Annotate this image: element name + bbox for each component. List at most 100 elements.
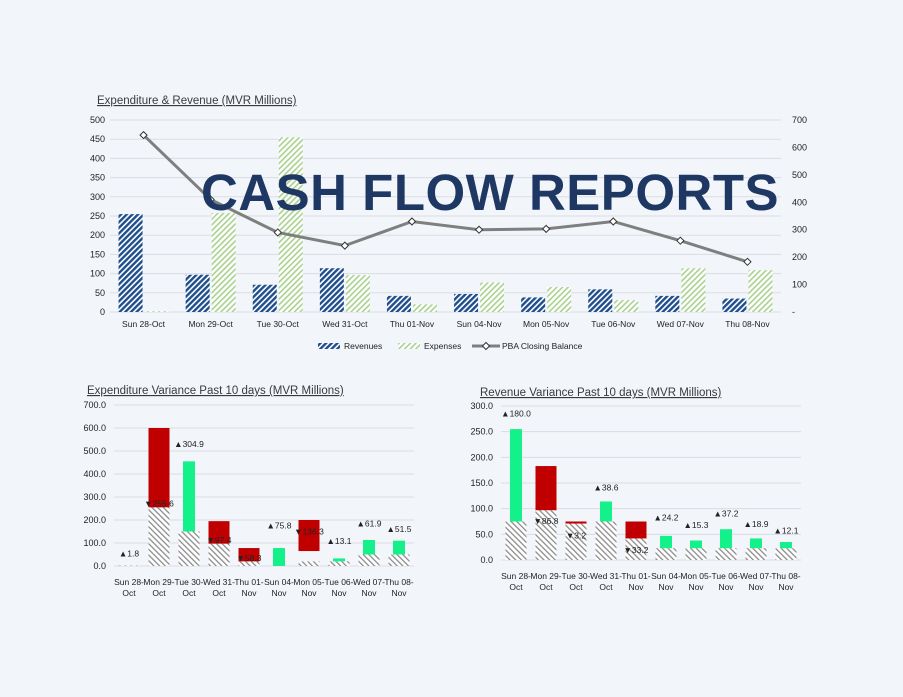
x-tick-label: Nov	[658, 582, 674, 592]
y-tick-right: 600	[792, 142, 807, 152]
y-tick-right: 100	[792, 280, 807, 290]
bar-expenses	[211, 212, 236, 312]
y-tick-left: 300	[90, 192, 105, 202]
x-tick-label: Wed 07-	[740, 571, 772, 581]
bar-base	[745, 548, 767, 560]
y-tick-left: 450	[90, 134, 105, 144]
x-tick-label: Thu 01-	[621, 571, 650, 581]
legend-label: PBA Closing Balance	[502, 341, 583, 351]
y-tick-right: 700	[792, 115, 807, 125]
bar-base	[685, 548, 707, 560]
x-tick-label: Tue 06-Nov	[591, 319, 636, 329]
y-tick-left: 0	[100, 307, 105, 317]
bar-base	[208, 543, 230, 566]
y-tick: 300.0	[83, 492, 106, 502]
x-tick-label: Mon 05-Nov	[523, 319, 570, 329]
balance-marker	[273, 228, 282, 237]
bar-base	[715, 548, 737, 560]
bar-revenues	[454, 293, 479, 312]
data-label: ▼136.3	[294, 526, 324, 536]
bar-change	[238, 548, 260, 562]
x-tick-label: Mon 29-Oct	[188, 319, 233, 329]
balance-marker	[676, 236, 685, 245]
bar-base	[565, 523, 587, 560]
y-tick: 600.0	[83, 423, 106, 433]
x-tick-label: Thu 01-Nov	[390, 319, 435, 329]
bar-base	[178, 531, 200, 566]
x-tick-label: Tue 06-	[325, 577, 354, 587]
x-tick-label: Mon 05-	[293, 577, 324, 587]
x-tick-label: Thu 08-Nov	[725, 319, 770, 329]
y-tick-left: 500	[90, 115, 105, 125]
bar-change	[750, 538, 762, 549]
bar-expenses	[681, 268, 706, 312]
y-tick: 100.0	[470, 504, 493, 514]
x-tick-label: Nov	[778, 582, 794, 592]
bar-expenses	[144, 311, 169, 312]
x-tick-label: Thu 01-	[234, 577, 263, 587]
x-tick-label: Sun 28-Oct	[122, 319, 166, 329]
revenue-variance-chart: Revenue Variance Past 10 days (MVR Milli…	[470, 387, 801, 592]
balance-marker	[609, 217, 618, 226]
bar-base	[655, 548, 677, 560]
y-tick: 100.0	[83, 538, 106, 548]
data-label: ▼86.8	[534, 516, 559, 526]
y-tick-right: 400	[792, 197, 807, 207]
legend-marker	[481, 341, 491, 351]
x-tick-label: Nov	[301, 588, 317, 598]
x-tick-label: Wed 31-	[590, 571, 622, 581]
balance-marker	[340, 241, 350, 250]
bar-change	[298, 520, 320, 552]
bar-change	[510, 429, 522, 522]
legend-swatch-expenses	[398, 343, 420, 349]
x-tick-label: Oct	[509, 582, 523, 592]
bar-base	[328, 561, 350, 566]
bar-change	[363, 540, 375, 555]
y-tick-right: -	[792, 307, 795, 317]
x-tick-label: Oct	[539, 582, 553, 592]
bar-base	[148, 497, 170, 566]
banner-title: CASH FLOW REPORTS	[201, 164, 779, 221]
x-tick-label: Nov	[391, 588, 407, 598]
data-label: ▼3.2	[566, 530, 587, 540]
bar-expenses	[278, 137, 303, 312]
expenditure-variance-chart: Expenditure Variance Past 10 days (MVR M…	[83, 385, 414, 598]
bar-base	[238, 561, 260, 566]
data-label: ▲1.8	[119, 548, 140, 558]
bar-change	[600, 501, 612, 522]
bar-change	[393, 540, 405, 555]
data-label: ▲12.1	[774, 525, 799, 535]
bar-change	[535, 466, 557, 511]
balance-marker	[407, 217, 417, 226]
chart-title: Expenditure & Revenue (MVR Millions)	[97, 95, 297, 107]
x-tick-label: Nov	[718, 582, 734, 592]
legend-label: Revenues	[344, 341, 382, 351]
bar-revenues	[655, 295, 680, 312]
bar-revenues	[588, 289, 613, 312]
bar-change	[660, 535, 672, 549]
legend-label: Expenses	[424, 341, 461, 351]
data-label: ▲24.2	[654, 512, 679, 522]
bar-change	[183, 461, 195, 532]
data-label: ▲61.9	[357, 518, 382, 528]
balance-marker	[139, 130, 148, 140]
y-tick: 500.0	[83, 446, 106, 456]
data-label: ▼58.3	[237, 553, 262, 563]
y-tick-left: 100	[90, 269, 105, 279]
x-tick-label: Sun 04-	[264, 577, 294, 587]
y-tick-left: 200	[90, 230, 105, 240]
y-tick: 0.0	[93, 561, 106, 571]
x-tick-label: Tue 06-	[712, 571, 741, 581]
data-label: ▲37.2	[714, 508, 739, 518]
bar-change	[333, 558, 345, 562]
bar-revenues	[118, 214, 143, 312]
data-label: ▲15.3	[684, 520, 709, 530]
data-label: ▲51.5	[387, 524, 412, 534]
data-label: ▲18.9	[744, 519, 769, 529]
x-tick-label: Oct	[599, 582, 613, 592]
y-tick: 300.0	[470, 401, 493, 411]
y-tick: 0.0	[480, 555, 493, 565]
data-label: ▼255.6	[144, 499, 174, 509]
x-tick-label: Nov	[271, 588, 287, 598]
data-label: ▼33.2	[624, 545, 649, 555]
